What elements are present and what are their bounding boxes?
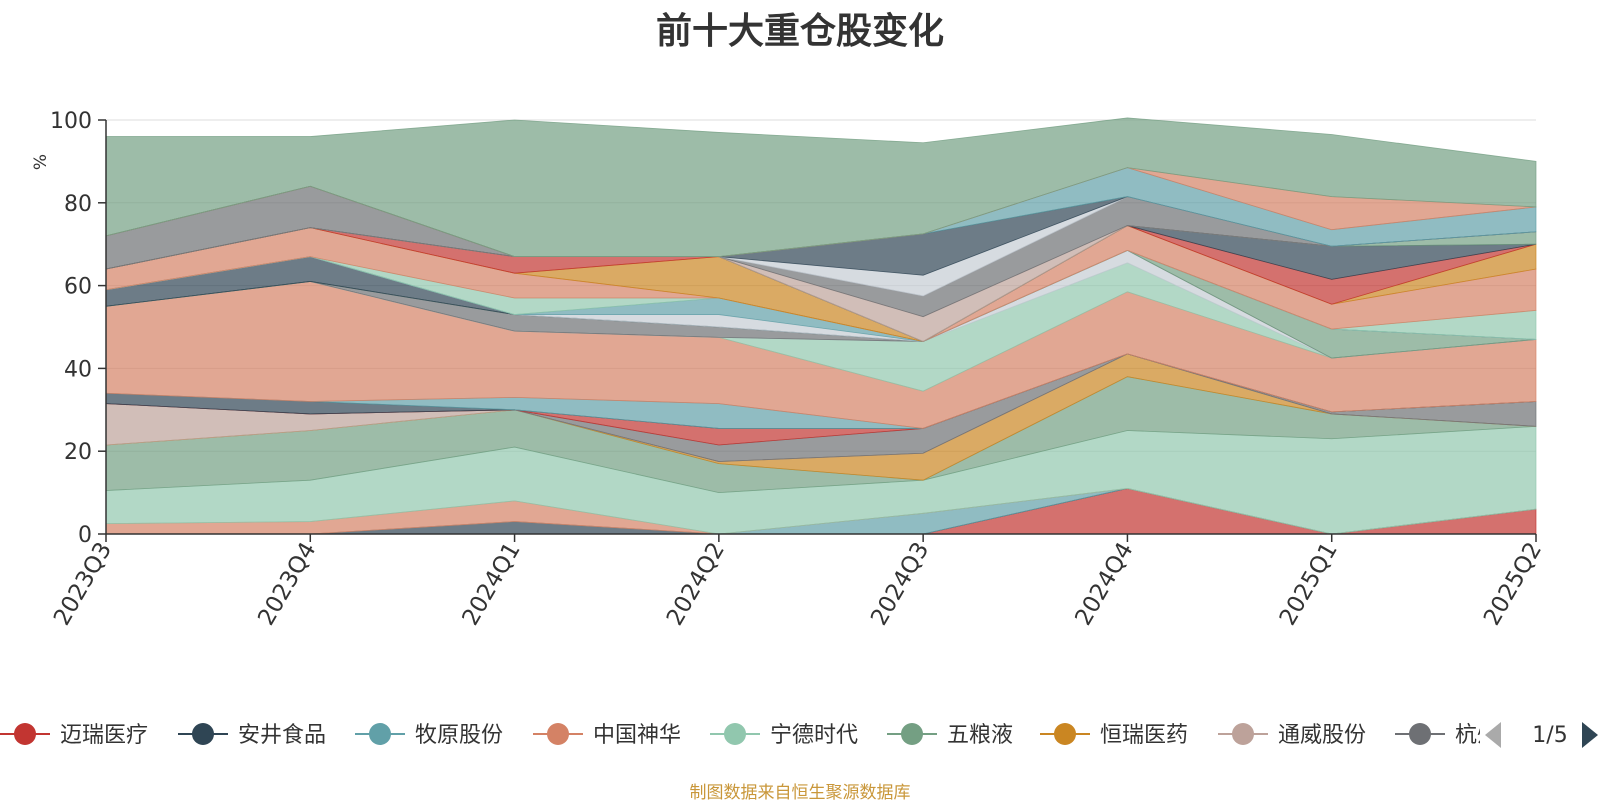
legend-item[interactable]: 安井食品 xyxy=(178,723,326,748)
y-tick-label: 20 xyxy=(64,440,92,465)
legend-item[interactable]: 恒瑞医药 xyxy=(1040,723,1188,748)
legend-marker xyxy=(547,723,569,745)
legend-next-icon[interactable] xyxy=(1582,722,1598,748)
legend-marker xyxy=(1232,723,1254,745)
x-tick-label: 2024Q4 xyxy=(1070,538,1138,630)
legend-label: 安井食品 xyxy=(238,723,326,748)
legend-item[interactable]: 杭州银行 xyxy=(1395,723,1543,748)
legend-page-indicator: 1/5 xyxy=(1532,723,1567,748)
legend-marker xyxy=(14,723,36,745)
legend-label: 中国神华 xyxy=(593,723,681,748)
legend-prev-icon[interactable] xyxy=(1485,722,1501,748)
legend-item[interactable]: 迈瑞医疗 xyxy=(0,723,148,748)
legend-label: 恒瑞医药 xyxy=(1100,723,1188,748)
x-tick-label: 2023Q4 xyxy=(253,538,321,630)
y-tick-label: 40 xyxy=(64,357,92,382)
legend-marker xyxy=(724,723,746,745)
source-note: 制图数据来自恒生聚源数据库 xyxy=(689,783,911,803)
chart-title: 前十大重仓股变化 xyxy=(655,11,944,52)
x-tick-label: 2023Q3 xyxy=(49,538,117,630)
legend-item[interactable]: 通威股份 xyxy=(1218,723,1366,748)
x-tick-label: 2024Q2 xyxy=(662,538,730,630)
area-series-32 xyxy=(105,117,1537,258)
legend-marker xyxy=(901,723,923,745)
legend-label: 迈瑞医疗 xyxy=(60,723,148,748)
legend-item[interactable]: 五粮液 xyxy=(887,723,1013,748)
y-tick-label: 60 xyxy=(64,275,92,300)
y-tick-label: 80 xyxy=(64,192,92,217)
legend-item[interactable]: 宁德时代 xyxy=(710,723,858,748)
legend-label: 通威股份 xyxy=(1278,723,1366,748)
y-axis-label: % xyxy=(31,154,51,170)
legend-marker xyxy=(1054,723,1076,745)
legend-item[interactable]: 中国神华 xyxy=(533,723,681,748)
legend-marker xyxy=(369,723,391,745)
legend-label: 宁德时代 xyxy=(770,723,858,748)
x-tick-label: 2024Q3 xyxy=(866,538,934,630)
legend-label: 杭州银行 xyxy=(1455,723,1543,748)
legend-marker xyxy=(192,723,214,745)
y-tick-label: 100 xyxy=(50,109,92,134)
legend-item[interactable]: 牧原股份 xyxy=(355,723,503,748)
legend-label: 牧原股份 xyxy=(415,723,503,748)
legend: 迈瑞医疗 安井食品 牧原股份 中国神华 宁德时代 五粮液 恒瑞医药 通威股份 杭州银行 xyxy=(0,723,1543,748)
x-tick-label: 2025Q2 xyxy=(1479,538,1547,630)
x-tick-label: 2025Q1 xyxy=(1275,538,1343,630)
legend-marker xyxy=(1409,723,1431,745)
y-tick-label: 0 xyxy=(78,523,92,548)
legend-label: 五粮液 xyxy=(947,723,1013,748)
x-tick-label: 2024Q1 xyxy=(458,538,526,630)
